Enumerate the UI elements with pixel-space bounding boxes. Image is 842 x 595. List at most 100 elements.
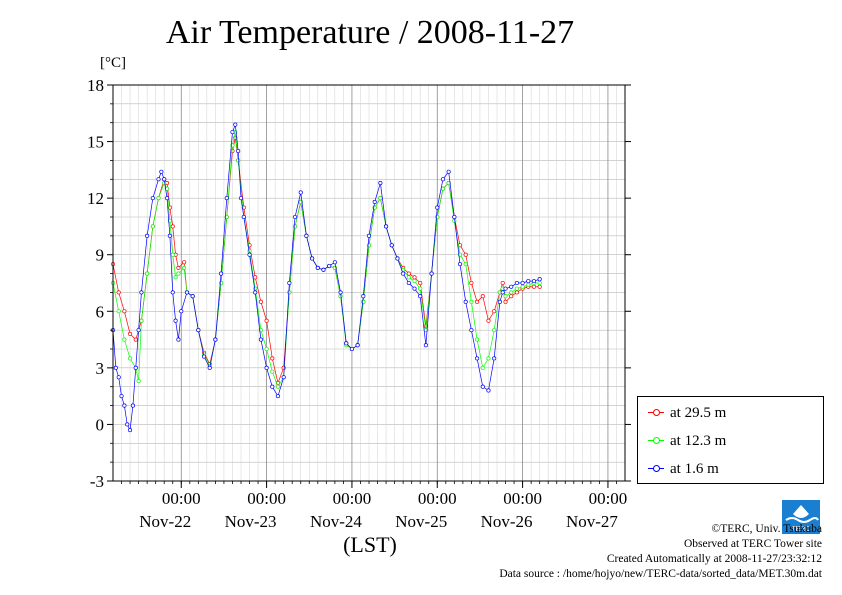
legend-item-1m: at 1.6 m: [648, 459, 719, 479]
data-point-2: [190, 294, 195, 299]
data-point-1: [492, 328, 497, 333]
data-point-1: [275, 384, 281, 389]
data-point-2: [418, 294, 423, 299]
data-point-2: [298, 190, 303, 195]
data-point-0: [537, 284, 542, 289]
data-point-2: [463, 299, 468, 304]
data-point-2: [179, 309, 184, 314]
data-point-2: [531, 279, 537, 284]
y-tick-label: 18: [87, 76, 104, 95]
data-point-2: [361, 294, 366, 299]
data-point-2: [219, 271, 224, 276]
data-point-2: [469, 328, 474, 333]
data-point-2: [275, 394, 281, 399]
legend-swatch-red: [648, 406, 664, 420]
data-point-1: [128, 356, 133, 361]
data-point-1: [520, 284, 525, 289]
data-point-0: [281, 365, 286, 370]
data-point-2: [514, 280, 519, 286]
data-point-2: [241, 214, 246, 220]
data-point-2: [170, 290, 175, 295]
data-point-0: [258, 299, 263, 304]
data-point-2: [162, 177, 167, 182]
data-point-2: [395, 256, 400, 261]
x-tick-date: Nov-24: [310, 512, 362, 531]
data-point-2: [475, 356, 480, 361]
data-point-2: [321, 267, 326, 272]
data-point-0: [128, 331, 133, 336]
data-point-2: [230, 130, 235, 135]
data-point-2: [258, 337, 263, 342]
data-point-2: [503, 286, 508, 291]
data-point-2: [457, 262, 463, 267]
data-point-0: [133, 337, 138, 342]
credit-source: Data source : /home/hojyo/new/TERC-data/…: [499, 568, 822, 580]
data-point-2: [366, 233, 372, 238]
data-point-2: [292, 214, 298, 220]
axes: -3 0 3 6 9 12 15 18 00:00 Nov-22 00:00 Nov-23 00:00 N…: [87, 76, 631, 531]
legend-label-1m: at 1.6 m: [670, 460, 719, 477]
data-point-2: [173, 318, 178, 323]
data-point-2: [389, 243, 394, 248]
data-point-2: [184, 290, 190, 295]
data-point-2: [509, 284, 514, 289]
data-point-1: [440, 186, 446, 191]
x-axis-label: (LST): [343, 532, 397, 557]
data-point-2: [401, 271, 406, 276]
data-point-2: [253, 290, 258, 295]
data-point-2: [310, 256, 315, 261]
x-tick-time: 00:00: [333, 489, 372, 508]
data-point-2: [412, 286, 417, 291]
x-tick-date: Nov-26: [481, 512, 533, 531]
x-tick-date: Nov-23: [225, 512, 277, 531]
data-point-2: [156, 177, 161, 182]
data-point-1: [503, 294, 508, 299]
legend-swatch-green: [648, 434, 664, 448]
data-point-0: [509, 294, 514, 299]
data-point-2: [287, 280, 292, 286]
data-point-1: [486, 356, 491, 361]
data-point-0: [463, 252, 468, 257]
credit-copyright: ©TERC, Univ. Tsukuba: [711, 523, 822, 535]
data-point-0: [264, 318, 269, 323]
x-tick-date: Nov-27: [566, 512, 618, 531]
data-point-0: [182, 260, 187, 265]
data-point-2: [372, 199, 377, 204]
data-point-2: [167, 233, 172, 238]
data-point-2: [440, 177, 446, 182]
data-point-2: [270, 384, 275, 389]
data-point-1: [182, 265, 187, 270]
data-point-1: [136, 379, 141, 384]
data-point-2: [119, 394, 124, 399]
x-tick-time: 00:00: [247, 489, 286, 508]
y-tick-label: 12: [87, 189, 104, 208]
y-tick-label: 9: [96, 246, 105, 265]
legend: at 29.5 m at 12.3 m at 1.6 m: [637, 396, 824, 484]
data-point-2: [406, 280, 411, 286]
data-point-2: [384, 224, 389, 229]
data-point-1: [287, 290, 292, 295]
data-point-0: [469, 280, 474, 286]
legend-item-29m: at 29.5 m: [648, 403, 726, 423]
data-point-2: [526, 279, 531, 284]
data-point-0: [480, 294, 485, 299]
data-point-2: [423, 343, 428, 348]
data-point-0: [500, 280, 505, 286]
credit-created: Created Automatically at 2008-11-27/23:3…: [606, 553, 822, 565]
data-point-1: [270, 369, 275, 374]
data-point-1: [139, 318, 144, 323]
data-point-1: [537, 280, 542, 286]
data-point-0: [486, 318, 491, 323]
data-point-1: [145, 271, 150, 276]
data-point-0: [475, 299, 480, 304]
credit-observed: Observed at TERC Tower site: [683, 538, 822, 550]
data-point-1: [418, 286, 423, 291]
data-point-2: [327, 263, 332, 269]
data-point-1: [406, 275, 411, 280]
data-point-2: [139, 290, 144, 295]
data-point-2: [164, 196, 170, 201]
data-point-1: [150, 224, 155, 229]
data-point-2: [224, 196, 229, 201]
data-point-2: [338, 290, 343, 295]
legend-swatch-blue: [648, 462, 664, 476]
